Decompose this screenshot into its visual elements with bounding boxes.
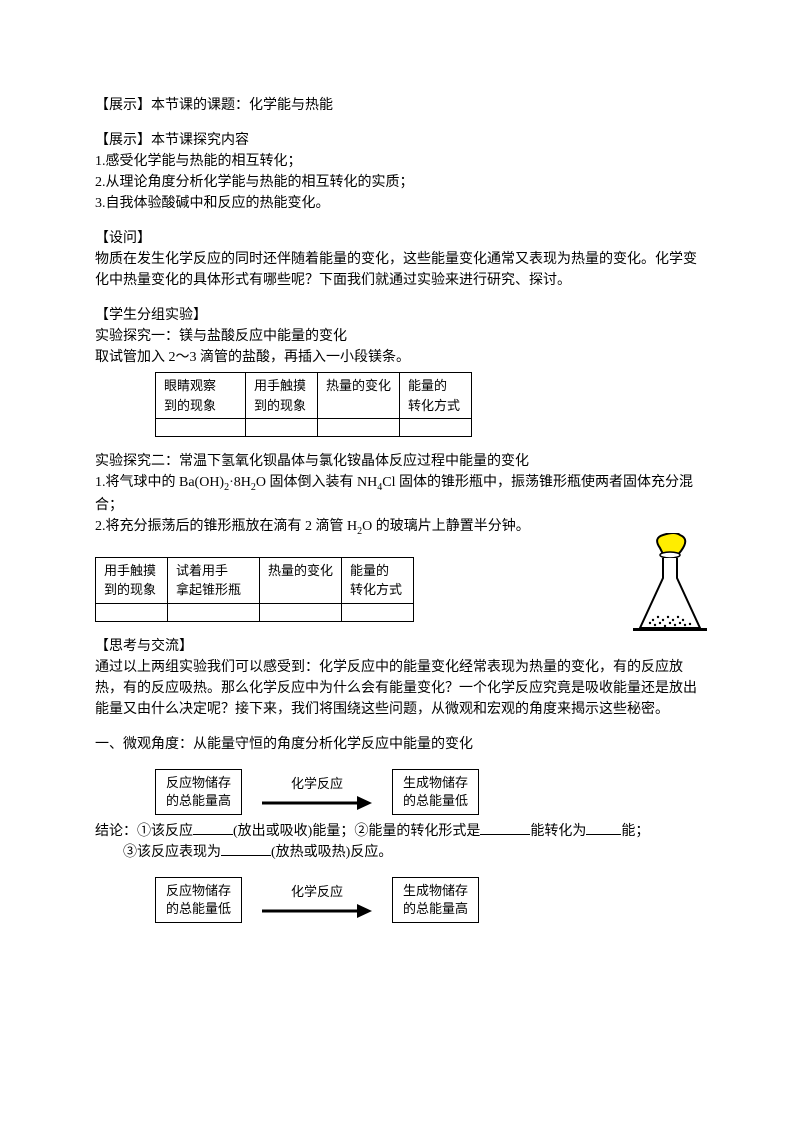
section-think: 【思考与交流】 通过以上两组实验我们可以感受到：化学反应中的能量变化经常表现为热…: [95, 636, 705, 720]
table-row: [96, 603, 414, 621]
box-product: 生成物储存的总能量低: [392, 769, 479, 815]
box-product: 生成物储存的总能量高: [392, 877, 479, 923]
table-row: 用手触摸到的现象 试着用手拿起锥形瓶 热量的变化 能量的转化方式: [96, 557, 414, 603]
exp2-step2: 2.将充分振荡后的锥形瓶放在滴有 2 滴管 H2O 的玻璃片上静置半分钟。: [95, 516, 705, 539]
arrow: 化学反应: [262, 882, 372, 918]
table2-container: 用手触摸到的现象 试着用手拿起锥形瓶 热量的变化 能量的转化方式: [95, 553, 705, 622]
list-item: 1.感受化学能与热能的相互转化；: [95, 151, 705, 172]
exp2-step1: 1.将气球中的 Ba(OH)2·8H2O 固体倒入装有 NH4Cl 固体的锥形瓶…: [95, 472, 705, 516]
list-item: 2.从理论角度分析化学能与热能的相互转化的实质；: [95, 172, 705, 193]
box-reactant: 反应物储存的总能量高: [155, 769, 242, 815]
table-header: 能量的转化方式: [400, 373, 472, 419]
table-header: 用手触摸到的现象: [96, 557, 168, 603]
body-text: 物质在发生化学反应的同时还伴随着能量的变化，这些能量变化通常又表现为热量的变化。…: [95, 249, 705, 291]
exp1-title: 实验探究一：镁与盐酸反应中能量的变化: [95, 326, 705, 347]
table-header: 热量的变化: [260, 557, 342, 603]
title-text: 本节课探究内容: [151, 133, 249, 148]
blank-field[interactable]: [586, 821, 621, 835]
heading: 【展示】: [95, 133, 151, 148]
table-header: 试着用手拿起锥形瓶: [168, 557, 260, 603]
heading: 【展示】: [95, 98, 151, 113]
arrow: 化学反应: [262, 774, 372, 810]
list-item: 3.自我体验酸碱中和反应的热能变化。: [95, 193, 705, 214]
table-header: 用手触摸到的现象: [246, 373, 318, 419]
section-display-1: 【展示】本节课的课题：化学能与热能: [95, 95, 705, 116]
diagram-2: 反应物储存的总能量低 化学反应 生成物储存的总能量高: [155, 877, 705, 923]
section-display-2: 【展示】本节课探究内容 1.感受化学能与热能的相互转化； 2.从理论角度分析化学…: [95, 130, 705, 214]
heading: 【思考与交流】: [95, 636, 705, 657]
box-reactant: 反应物储存的总能量低: [155, 877, 242, 923]
body-text: 通过以上两组实验我们可以感受到：化学反应中的能量变化经常表现为热量的变化，有的反…: [95, 657, 705, 720]
arrow-label: 化学反应: [291, 882, 343, 902]
section-exp2: 实验探究二：常温下氢氧化钡晶体与氯化铵晶体反应过程中能量的变化 1.将气球中的 …: [95, 451, 705, 539]
conclusion: 结论：①该反应(放出或吸收)能量；②能量的转化形式是能转化为能； ③该反应表现为…: [95, 821, 705, 863]
arrow-label: 化学反应: [291, 774, 343, 794]
title-text: 本节课的课题：化学能与热能: [151, 98, 333, 113]
section-experiment: 【学生分组实验】 实验探究一：镁与盐酸反应中能量的变化 取试管加入 2～3 滴管…: [95, 305, 705, 437]
blank-field[interactable]: [480, 821, 530, 835]
angle-heading: 一、微观角度：从能量守恒的角度分析化学反应中能量的变化: [95, 734, 705, 755]
table-header: 能量的转化方式: [342, 557, 414, 603]
table-exp2: 用手触摸到的现象 试着用手拿起锥形瓶 热量的变化 能量的转化方式: [95, 557, 414, 622]
flask-icon: [625, 533, 715, 643]
table-header: 眼睛观察到的现象: [156, 373, 246, 419]
heading: 【设问】: [95, 228, 705, 249]
table-exp1: 眼睛观察到的现象 用手触摸到的现象 热量的变化 能量的转化方式: [155, 372, 472, 437]
exp1-desc: 取试管加入 2～3 滴管的盐酸，再插入一小段镁条。: [95, 347, 705, 368]
exp2-title: 实验探究二：常温下氢氧化钡晶体与氯化铵晶体反应过程中能量的变化: [95, 451, 705, 472]
blank-field[interactable]: [221, 842, 271, 856]
diagram-1: 反应物储存的总能量高 化学反应 生成物储存的总能量低: [155, 769, 705, 815]
section-question: 【设问】 物质在发生化学反应的同时还伴随着能量的变化，这些能量变化通常又表现为热…: [95, 228, 705, 291]
table-header: 热量的变化: [318, 373, 400, 419]
blank-field[interactable]: [193, 821, 233, 835]
table-row: [156, 419, 472, 437]
table-row: 眼睛观察到的现象 用手触摸到的现象 热量的变化 能量的转化方式: [156, 373, 472, 419]
heading: 【学生分组实验】: [95, 305, 705, 326]
